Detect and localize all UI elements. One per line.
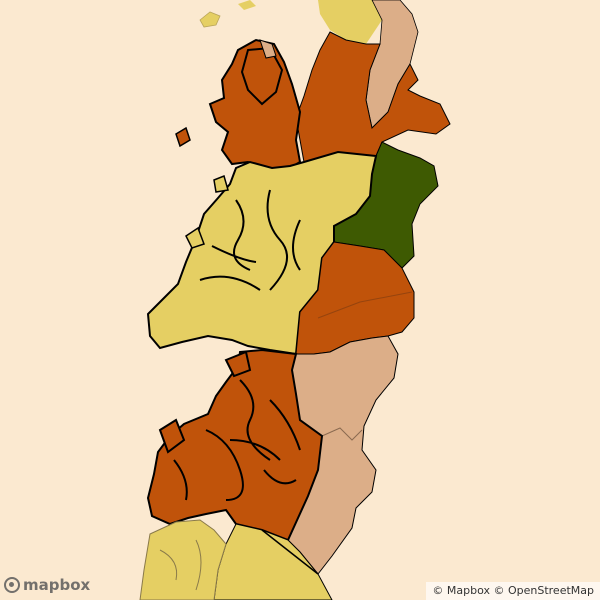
island-south-1 bbox=[158, 418, 186, 454]
fjords-far-south bbox=[159, 539, 202, 591]
region-central-yellow[interactable] bbox=[146, 150, 378, 356]
attribution-mapbox[interactable]: © Mapbox bbox=[432, 584, 490, 597]
fjords-central bbox=[199, 189, 301, 291]
region-top-yellow[interactable] bbox=[318, 0, 382, 44]
subregion-line-2 bbox=[321, 427, 363, 441]
mapbox-logo[interactable]: mapbox bbox=[4, 576, 90, 594]
island-top-left bbox=[199, 11, 221, 28]
boundary-line-south bbox=[261, 529, 319, 575]
island-north-tan bbox=[259, 39, 277, 59]
map-attribution: © Mapbox © OpenStreetMap bbox=[426, 582, 600, 600]
island-central-2 bbox=[213, 174, 229, 193]
region-south-yellow-islands[interactable] bbox=[139, 519, 227, 600]
island-south-2 bbox=[224, 350, 252, 378]
mapbox-logo-icon bbox=[4, 577, 20, 593]
island-central-1 bbox=[185, 226, 205, 249]
fjords-south bbox=[173, 379, 301, 501]
region-south-orange[interactable] bbox=[146, 348, 324, 542]
subregion-line-1 bbox=[317, 291, 413, 319]
island-west-1 bbox=[175, 126, 191, 148]
island-top bbox=[238, 0, 256, 10]
attribution-osm[interactable]: © OpenStreetMap bbox=[493, 584, 594, 597]
mapbox-logo-text: mapbox bbox=[23, 576, 91, 594]
